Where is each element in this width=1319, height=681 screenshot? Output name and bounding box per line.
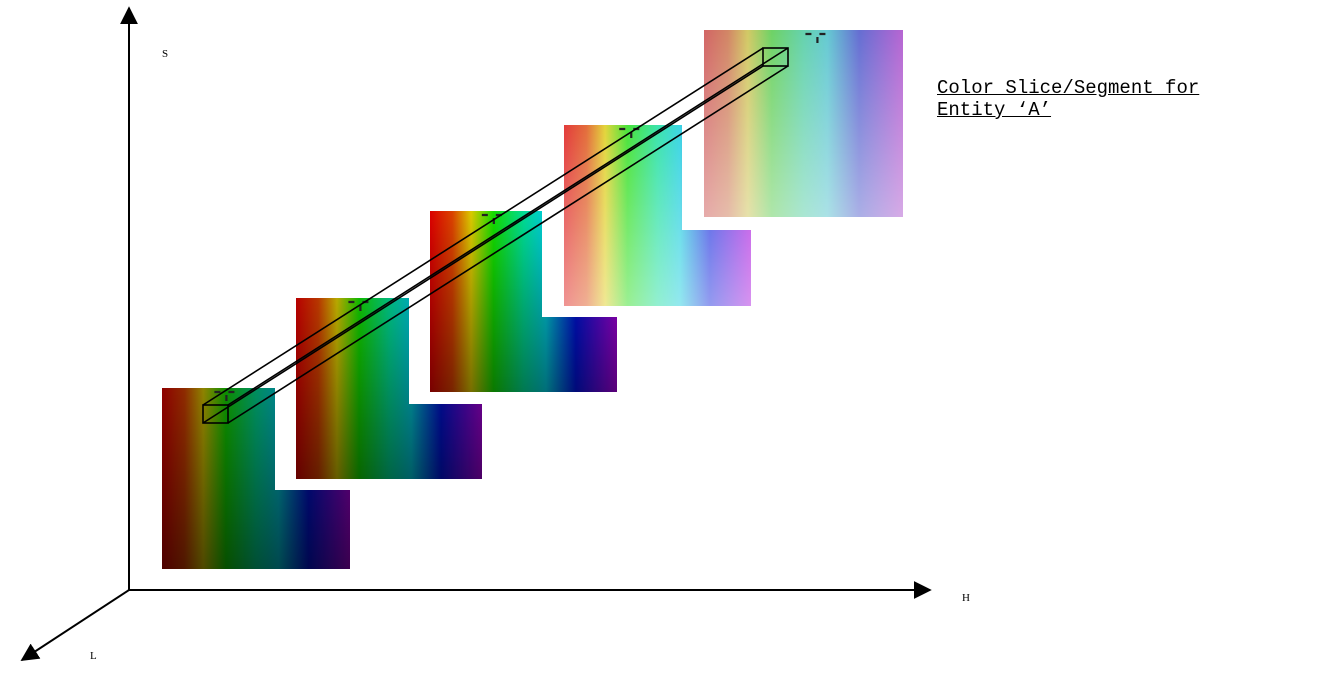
l-axis-label: L <box>90 650 97 662</box>
s-axis-label: S <box>162 48 169 60</box>
entity-a-caption: Color Slice/Segment for Entity ‘A’ <box>937 77 1199 121</box>
color-slices <box>162 30 903 569</box>
slice-tick-mark <box>805 32 826 43</box>
entity-a-segment-prism <box>202 47 789 424</box>
slice-tick-mark <box>214 390 235 401</box>
l-axis-line <box>20 589 130 661</box>
slice-lightness-fade <box>704 30 903 217</box>
h-axis-label: H <box>962 592 970 604</box>
color-slice-5 <box>704 30 903 217</box>
prism-edge <box>202 65 764 424</box>
prism-edge <box>227 65 789 424</box>
caption-line-1: Color Slice/Segment for <box>937 77 1200 99</box>
prism-edge <box>202 47 764 406</box>
caption-line-2: Entity ‘A’ <box>937 99 1052 121</box>
prism-front-face <box>202 404 229 424</box>
prism-back-face <box>762 47 789 67</box>
prism-edge <box>227 47 789 406</box>
